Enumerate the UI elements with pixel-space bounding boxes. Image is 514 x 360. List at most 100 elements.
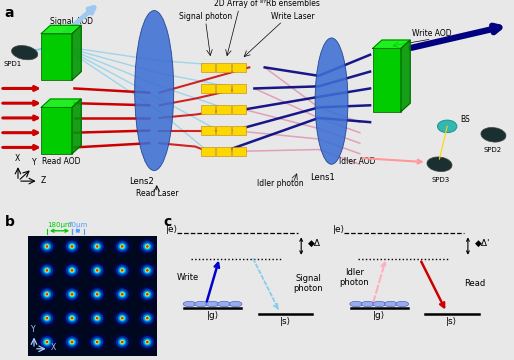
Circle shape: [141, 313, 153, 324]
Circle shape: [70, 292, 75, 296]
Circle shape: [39, 334, 56, 350]
Text: SPD3: SPD3: [431, 177, 450, 183]
Circle shape: [96, 245, 99, 248]
Circle shape: [96, 341, 99, 343]
Circle shape: [120, 244, 124, 248]
Circle shape: [71, 293, 74, 296]
Circle shape: [119, 267, 126, 274]
Circle shape: [64, 310, 81, 326]
Bar: [201, 147, 215, 156]
Circle shape: [96, 317, 99, 319]
Circle shape: [68, 267, 76, 274]
Circle shape: [146, 245, 149, 248]
Circle shape: [64, 287, 81, 302]
Circle shape: [141, 265, 153, 276]
Bar: [216, 63, 231, 72]
Circle shape: [71, 317, 74, 319]
Circle shape: [146, 293, 149, 296]
Circle shape: [39, 239, 56, 254]
Circle shape: [120, 292, 124, 296]
Bar: [232, 147, 246, 156]
Bar: [216, 147, 231, 156]
Polygon shape: [72, 99, 81, 154]
Text: b: b: [5, 215, 15, 229]
Bar: [201, 105, 215, 114]
Text: X: X: [14, 154, 20, 163]
Circle shape: [43, 291, 51, 298]
Text: |e⟩: |e⟩: [166, 225, 178, 234]
Circle shape: [94, 315, 101, 321]
Circle shape: [45, 244, 49, 248]
Circle shape: [121, 269, 123, 271]
Text: SPD2: SPD2: [483, 147, 502, 153]
Circle shape: [68, 243, 76, 250]
Ellipse shape: [481, 127, 506, 142]
Circle shape: [97, 342, 98, 343]
Text: Write: Write: [177, 273, 199, 282]
Text: |g⟩: |g⟩: [207, 311, 218, 320]
Circle shape: [39, 262, 56, 278]
Circle shape: [146, 317, 149, 319]
Text: 2D Array of ⁸⁷Rb ensembles: 2D Array of ⁸⁷Rb ensembles: [214, 0, 320, 8]
Text: SPD1: SPD1: [4, 61, 22, 67]
Circle shape: [41, 241, 53, 252]
Circle shape: [114, 287, 131, 302]
Ellipse shape: [11, 45, 38, 60]
Circle shape: [45, 268, 49, 273]
Circle shape: [91, 313, 103, 324]
Circle shape: [68, 291, 76, 298]
Text: Y: Y: [31, 325, 35, 334]
Circle shape: [145, 340, 150, 344]
Bar: [201, 126, 215, 135]
Text: Y: Y: [32, 158, 36, 167]
Circle shape: [97, 246, 98, 247]
Circle shape: [146, 270, 148, 271]
Text: Write AOD: Write AOD: [412, 29, 452, 38]
Circle shape: [68, 315, 76, 321]
Circle shape: [71, 318, 72, 319]
Text: ◆Δ': ◆Δ': [475, 239, 490, 248]
Text: Lens1: Lens1: [310, 173, 335, 182]
Circle shape: [139, 334, 156, 350]
Bar: [41, 34, 72, 80]
Text: Signal
photon: Signal photon: [293, 274, 323, 293]
Circle shape: [71, 270, 72, 271]
Circle shape: [114, 310, 131, 326]
Circle shape: [94, 267, 101, 274]
Polygon shape: [72, 25, 81, 80]
Circle shape: [116, 265, 128, 276]
Bar: [41, 107, 72, 154]
Text: c: c: [163, 215, 171, 229]
Circle shape: [350, 301, 362, 307]
Text: |s⟩: |s⟩: [446, 317, 457, 326]
Circle shape: [95, 244, 99, 248]
Circle shape: [145, 316, 150, 320]
Text: Write Laser: Write Laser: [271, 12, 315, 21]
Text: Lens2: Lens2: [129, 177, 154, 186]
Circle shape: [64, 262, 81, 278]
Circle shape: [120, 316, 124, 320]
Circle shape: [120, 340, 124, 344]
Bar: [373, 49, 401, 112]
Circle shape: [97, 294, 98, 295]
Circle shape: [229, 301, 242, 307]
Circle shape: [121, 245, 123, 248]
Circle shape: [71, 245, 74, 248]
Circle shape: [46, 341, 48, 343]
Circle shape: [46, 269, 48, 271]
Circle shape: [119, 339, 126, 346]
Bar: [232, 84, 246, 93]
Circle shape: [95, 268, 99, 273]
Circle shape: [43, 315, 51, 321]
Text: a: a: [4, 6, 13, 20]
Circle shape: [39, 287, 56, 302]
Circle shape: [195, 301, 207, 307]
Circle shape: [145, 292, 150, 296]
Circle shape: [146, 341, 149, 343]
Circle shape: [143, 267, 151, 274]
Circle shape: [46, 245, 48, 248]
Circle shape: [116, 289, 128, 300]
Circle shape: [183, 301, 196, 307]
Circle shape: [373, 301, 386, 307]
Circle shape: [41, 289, 53, 300]
